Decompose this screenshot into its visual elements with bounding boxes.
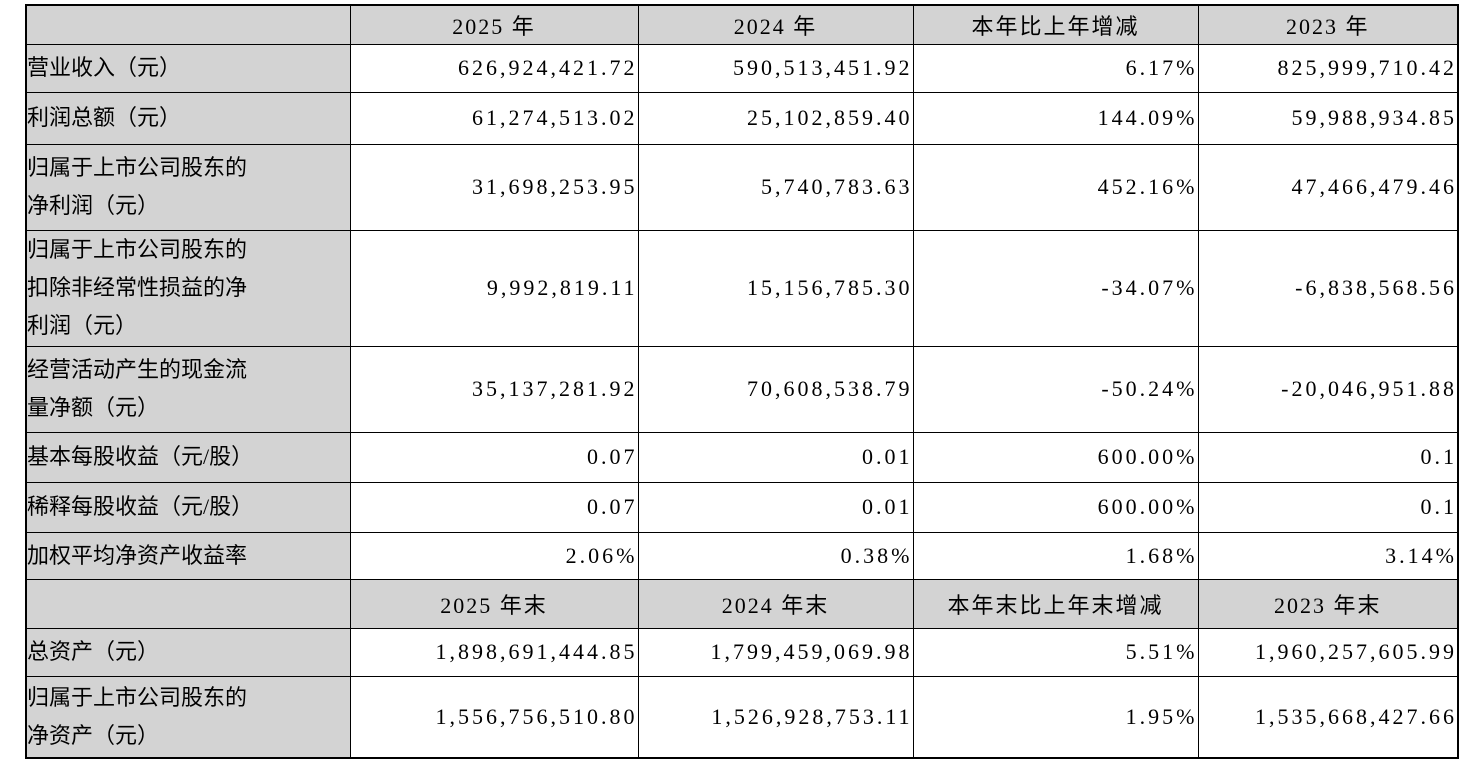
- value-change: 5.51%: [912, 627, 1199, 677]
- metric-row-diluted-eps: 稀释每股收益（元/股） 0.07 0.01 600.00% 0.1: [25, 481, 1459, 533]
- value-change: 1.95%: [912, 675, 1199, 759]
- header-change: 本年比上年增减: [912, 4, 1199, 45]
- value-2024: 0.01: [637, 481, 914, 533]
- header-2023-end: 2023 年末: [1197, 578, 1459, 629]
- value-change: 600.00%: [912, 431, 1199, 483]
- metric-row-net-profit: 归属于上市公司股东的 净利润（元） 31,698,253.95 5,740,78…: [25, 143, 1459, 231]
- value-change: 600.00%: [912, 481, 1199, 533]
- metric-label: 归属于上市公司股东的 净资产（元）: [25, 675, 351, 759]
- value-2025: 35,137,281.92: [349, 345, 639, 433]
- value-change: -34.07%: [912, 229, 1199, 347]
- value-2025: 1,898,691,444.85: [349, 627, 639, 677]
- metric-label: 总资产（元）: [25, 627, 351, 677]
- value-2025: 1,556,756,510.80: [349, 675, 639, 759]
- period-end-header-row: 2025 年末 2024 年末 本年末比上年末增减 2023 年末: [25, 578, 1459, 629]
- financial-summary-table: 2025 年 2024 年 本年比上年增减 2023 年 营业收入（元） 626…: [25, 4, 1459, 759]
- value-2024: 25,102,859.40: [637, 91, 914, 145]
- value-2023: 825,999,710.42: [1197, 43, 1459, 93]
- value-2024: 0.38%: [637, 531, 914, 580]
- value-change: 1.68%: [912, 531, 1199, 580]
- metric-label: 加权平均净资产收益率: [25, 531, 351, 580]
- value-2023: 59,988,934.85: [1197, 91, 1459, 145]
- metric-row-total-assets: 总资产（元） 1,898,691,444.85 1,799,459,069.98…: [25, 627, 1459, 677]
- value-2025: 31,698,253.95: [349, 143, 639, 231]
- value-2023: -6,838,568.56: [1197, 229, 1459, 347]
- header-end-change: 本年末比上年末增减: [912, 578, 1199, 629]
- metric-row-revenue: 营业收入（元） 626,924,421.72 590,513,451.92 6.…: [25, 43, 1459, 93]
- metric-label: 经营活动产生的现金流 量净额（元）: [25, 345, 351, 433]
- value-2025: 626,924,421.72: [349, 43, 639, 93]
- value-2025: 9,992,819.11: [349, 229, 639, 347]
- value-2025: 0.07: [349, 431, 639, 483]
- value-2023: 0.1: [1197, 431, 1459, 483]
- header-2023: 2023 年: [1197, 4, 1459, 45]
- metric-label: 稀释每股收益（元/股）: [25, 481, 351, 533]
- value-change: 6.17%: [912, 43, 1199, 93]
- value-2024: 0.01: [637, 431, 914, 483]
- value-2023: 47,466,479.46: [1197, 143, 1459, 231]
- value-2023: 1,960,257,605.99: [1197, 627, 1459, 677]
- value-2024: 590,513,451.92: [637, 43, 914, 93]
- value-2024: 1,526,928,753.11: [637, 675, 914, 759]
- metric-row-net-profit-deducted: 归属于上市公司股东的 扣除非经常性损益的净 利润（元） 9,992,819.11…: [25, 229, 1459, 347]
- header-2025-end: 2025 年末: [349, 578, 639, 629]
- value-2025: 61,274,513.02: [349, 91, 639, 145]
- metric-row-weighted-roe: 加权平均净资产收益率 2.06% 0.38% 1.68% 3.14%: [25, 531, 1459, 580]
- metric-label: 归属于上市公司股东的 扣除非经常性损益的净 利润（元）: [25, 229, 351, 347]
- value-2024: 15,156,785.30: [637, 229, 914, 347]
- header-2024-end: 2024 年末: [637, 578, 914, 629]
- value-2023: -20,046,951.88: [1197, 345, 1459, 433]
- value-2025: 2.06%: [349, 531, 639, 580]
- value-change: -50.24%: [912, 345, 1199, 433]
- metric-row-basic-eps: 基本每股收益（元/股） 0.07 0.01 600.00% 0.1: [25, 431, 1459, 483]
- header-2024: 2024 年: [637, 4, 914, 45]
- value-change: 144.09%: [912, 91, 1199, 145]
- header-2025: 2025 年: [349, 4, 639, 45]
- header-blank-cell: [25, 4, 351, 45]
- metric-row-operating-cash-flow: 经营活动产生的现金流 量净额（元） 35,137,281.92 70,608,5…: [25, 345, 1459, 433]
- metric-label: 基本每股收益（元/股）: [25, 431, 351, 483]
- value-change: 452.16%: [912, 143, 1199, 231]
- metric-row-total-profit: 利润总额（元） 61,274,513.02 25,102,859.40 144.…: [25, 91, 1459, 145]
- metric-label: 归属于上市公司股东的 净利润（元）: [25, 143, 351, 231]
- value-2023: 1,535,668,427.66: [1197, 675, 1459, 759]
- metric-label: 利润总额（元）: [25, 91, 351, 145]
- value-2023: 0.1: [1197, 481, 1459, 533]
- value-2025: 0.07: [349, 481, 639, 533]
- header-blank-cell: [25, 578, 351, 629]
- financial-summary: 2025 年 2024 年 本年比上年增减 2023 年 营业收入（元） 626…: [25, 4, 1459, 759]
- value-2023: 3.14%: [1197, 531, 1459, 580]
- period-header-row: 2025 年 2024 年 本年比上年增减 2023 年: [25, 4, 1459, 45]
- metric-row-net-assets: 归属于上市公司股东的 净资产（元） 1,556,756,510.80 1,526…: [25, 675, 1459, 759]
- metric-label: 营业收入（元）: [25, 43, 351, 93]
- value-2024: 70,608,538.79: [637, 345, 914, 433]
- value-2024: 1,799,459,069.98: [637, 627, 914, 677]
- value-2024: 5,740,783.63: [637, 143, 914, 231]
